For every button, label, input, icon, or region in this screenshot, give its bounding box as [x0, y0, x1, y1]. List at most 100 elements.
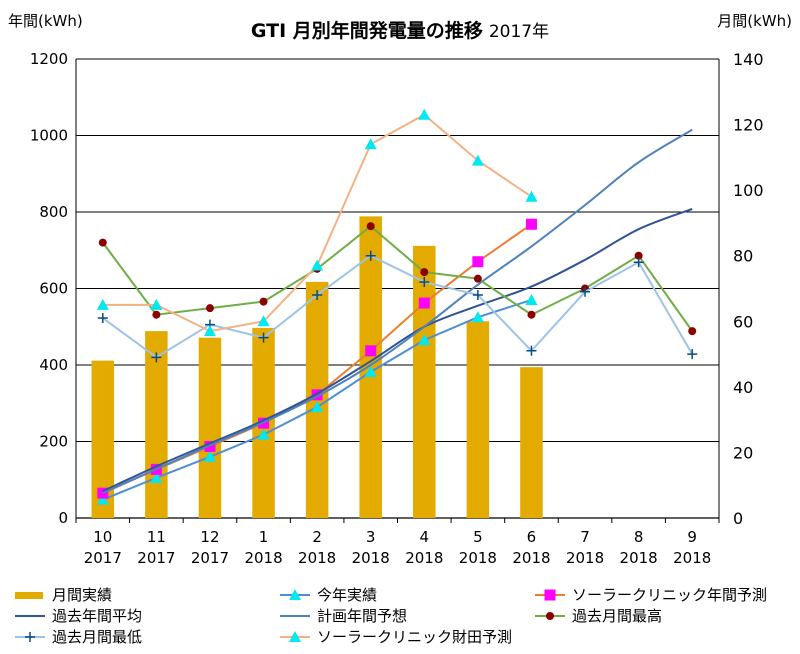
- x-tick-label-year: 2017: [191, 549, 229, 567]
- marker-triangle: [471, 311, 484, 323]
- marker-square: [365, 345, 377, 357]
- legend-item: 月間実績: [14, 584, 112, 605]
- series-line: [101, 224, 694, 332]
- y-left-tick-label: 200: [39, 433, 68, 451]
- marker-square: [472, 256, 484, 268]
- legend-label: 月間実績: [52, 586, 113, 604]
- chart-subtitle: 2017年: [488, 22, 550, 42]
- y-right-tick-label: 20: [733, 443, 753, 462]
- y-left-tick-label: 0: [58, 509, 68, 527]
- legend-label: 過去月間最高: [572, 607, 663, 625]
- x-tick-label-month: 1: [259, 528, 269, 546]
- x-tick-label-month: 6: [527, 528, 537, 546]
- legend-item: 過去月間最高: [534, 605, 662, 626]
- x-tick-label-year: 2018: [459, 549, 497, 567]
- marker-square: [525, 218, 537, 230]
- legend-label: 過去年間平均: [52, 607, 143, 625]
- y-left-tick-label: 400: [39, 356, 68, 374]
- marker-circle: [205, 304, 214, 313]
- x-tick-label-month: 12: [200, 528, 219, 546]
- legend-swatch: [15, 591, 43, 599]
- marker-triangle: [418, 108, 431, 120]
- marker-plus: [633, 257, 644, 268]
- x-tick-label-year: 2018: [405, 549, 443, 567]
- marker-triangle: [257, 315, 270, 327]
- marker-circle: [688, 327, 697, 336]
- marker-triangle: [289, 588, 301, 600]
- legend-swatch: [280, 614, 310, 617]
- marker-circle: [366, 222, 375, 231]
- legend-item: 計画年間予想: [279, 605, 407, 626]
- x-tick-label-month: 2: [312, 528, 322, 546]
- y-right-tick-label: 100: [733, 181, 764, 200]
- x-tick-label-month: 11: [147, 528, 166, 546]
- legend-item: 過去月間最低: [14, 626, 142, 647]
- bar: [520, 367, 543, 518]
- legend-label: ソーラークリニック財田予測: [317, 628, 513, 646]
- marker-triangle: [96, 493, 109, 505]
- marker-triangle: [418, 334, 431, 346]
- x-tick-label-year: 2018: [512, 549, 550, 567]
- marker-triangle: [364, 138, 377, 150]
- y-right-tick-label: 140: [733, 50, 764, 69]
- marker-triangle: [311, 259, 324, 271]
- legend-swatch: [535, 611, 565, 620]
- x-tick-label-month: 5: [473, 528, 483, 546]
- marker-plus: [365, 250, 376, 261]
- marker-plus: [151, 352, 162, 363]
- legend-label: ソーラークリニック年間予測: [572, 586, 768, 604]
- marker-circle: [420, 268, 429, 277]
- y-left-tick-label: 600: [39, 280, 68, 298]
- x-tick-label-year: 2017: [84, 549, 122, 567]
- marker-circle: [546, 611, 554, 620]
- legend-swatch: [280, 630, 310, 642]
- marker-triangle: [311, 401, 324, 413]
- legend-item: ソーラークリニック財田予測: [279, 626, 512, 647]
- marker-square: [544, 589, 556, 600]
- y-left-axis-label: 年間(kWh): [8, 12, 83, 30]
- x-tick-label-year: 2018: [673, 549, 711, 567]
- marker-triangle: [203, 325, 216, 337]
- legend-swatch: [535, 589, 565, 600]
- series-line: [102, 208, 693, 493]
- x-tick-label-year: 2018: [298, 549, 336, 567]
- legend-label: 今年実績: [317, 586, 378, 604]
- marker-plus: [580, 286, 591, 297]
- marker-circle: [473, 274, 482, 283]
- marker-triangle: [257, 428, 270, 440]
- x-tick-label-year: 2017: [137, 549, 175, 567]
- marker-plus: [97, 313, 108, 324]
- marker-triangle: [150, 471, 163, 483]
- x-tick-label-month: 7: [580, 528, 590, 546]
- x-tick-label-month: 8: [634, 528, 644, 546]
- legend-item: ソーラークリニック年間予測: [534, 584, 767, 605]
- marker-plus: [526, 345, 537, 356]
- marker-triangle: [203, 450, 216, 462]
- x-tick-label-month: 9: [687, 528, 697, 546]
- y-right-axis-label: 月間(kWh): [717, 12, 792, 30]
- marker-triangle: [525, 190, 538, 202]
- legend-swatch: [280, 588, 310, 600]
- marker-circle: [98, 238, 107, 247]
- series-line: [102, 128, 693, 495]
- legend-swatch: [15, 631, 45, 642]
- marker-square: [418, 297, 430, 309]
- chart-title-main: GTI 月別年間発電量の推移: [250, 20, 483, 42]
- marker-plus: [258, 332, 269, 343]
- y-left-tick-label: 1000: [30, 127, 68, 145]
- marker-triangle: [289, 630, 301, 642]
- marker-plus: [25, 631, 35, 642]
- legend-item: 過去年間平均: [14, 605, 142, 626]
- marker-circle: [152, 310, 161, 319]
- y-right-tick-label: 40: [733, 378, 753, 397]
- marker-square: [311, 389, 323, 401]
- legend-label: 計画年間予想: [317, 607, 408, 625]
- bar: [413, 245, 436, 518]
- x-tick-label-month: 3: [366, 528, 376, 546]
- series-line: [102, 254, 694, 359]
- legend-label: 過去月間最低: [52, 628, 143, 646]
- legend-item: 今年実績: [279, 584, 377, 605]
- x-tick-label-month: 10: [93, 528, 112, 546]
- marker-circle: [527, 310, 536, 319]
- bar: [466, 321, 490, 518]
